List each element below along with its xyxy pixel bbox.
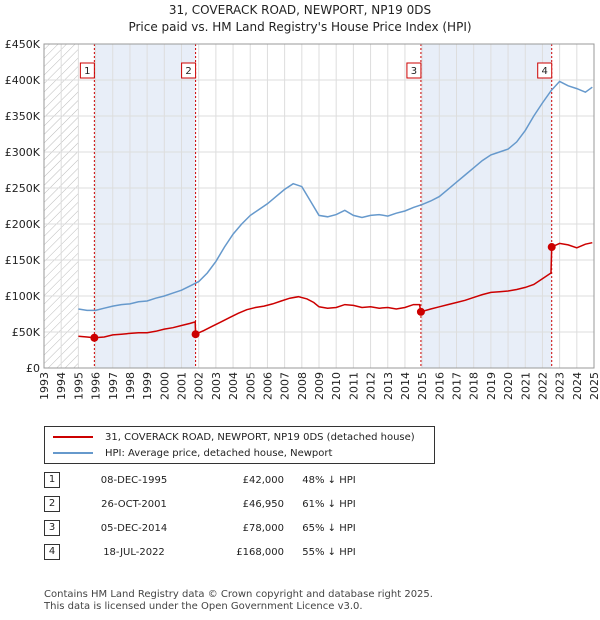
legend-item-hpi: HPI: Average price, detached house, Newp… — [53, 446, 332, 460]
sale-price: £46,950 — [242, 498, 284, 510]
x-tick-label: 1994 — [55, 372, 68, 400]
sale-price: £78,000 — [242, 522, 284, 534]
x-tick-label: 2017 — [451, 372, 464, 400]
sale-box-frame — [537, 62, 553, 79]
y-tick-label: £200K — [5, 218, 41, 231]
legend-item-property: 31, COVERACK ROAD, NEWPORT, NP19 0DS (de… — [53, 430, 415, 444]
footer: Contains HM Land Registry data © Crown c… — [44, 589, 433, 613]
property-price-line — [78, 241, 593, 339]
chart-subtitle: Price paid vs. HM Land Registry's House … — [128, 20, 472, 34]
x-tick-label: 1998 — [124, 372, 137, 400]
x-tick-label: 2015 — [416, 372, 429, 400]
sale-number-box: 3 — [406, 62, 422, 79]
x-tick-label: 2013 — [382, 372, 395, 400]
sale-point — [547, 243, 556, 252]
x-tick-label: 2005 — [244, 372, 257, 400]
x-tick-label: 2000 — [158, 372, 171, 400]
x-tick-label: 2004 — [227, 372, 240, 400]
y-tick-label: £450K — [5, 38, 41, 51]
sale-date: 26-OCT-2001 — [101, 498, 167, 510]
y-tick-label: £300K — [5, 146, 41, 159]
x-tick-label: 2019 — [485, 372, 498, 400]
sale-number: 4 — [44, 544, 60, 560]
sale-box-frame — [181, 62, 197, 79]
x-tick-label: 2014 — [399, 372, 412, 400]
table-row: 3 05-DEC-2014 £78,000 65% ↓ HPI — [44, 516, 374, 540]
x-tick-label: 1999 — [141, 372, 154, 400]
table-row: 2 26-OCT-2001 £46,950 61% ↓ HPI — [44, 492, 374, 516]
y-tick-label: £150K — [5, 254, 41, 267]
x-tick-label: 2008 — [296, 372, 309, 400]
sale-price: £168,000 — [236, 546, 284, 558]
sale-price: £42,000 — [242, 474, 284, 486]
sale-box-frame — [406, 62, 422, 79]
x-tick-label: 2020 — [502, 372, 515, 400]
x-tick-label: 2024 — [571, 372, 584, 400]
x-tick-label: 2007 — [279, 372, 292, 400]
table-row: 1 08-DEC-1995 £42,000 48% ↓ HPI — [44, 468, 374, 492]
chart-title: 31, COVERACK ROAD, NEWPORT, NP19 0DS — [168, 3, 432, 17]
sale-box-label: 1 — [84, 66, 90, 77]
x-tick-label: 2012 — [365, 372, 378, 400]
x-tick-label: 2010 — [330, 372, 343, 400]
ownership-band — [94, 44, 196, 368]
sale-date: 18-JUL-2022 — [103, 546, 165, 558]
y-tick-label: £350K — [5, 110, 41, 123]
sale-point — [191, 330, 200, 339]
sale-point — [416, 307, 425, 316]
ownership-band — [420, 44, 552, 368]
table-row: 4 18-JUL-2022 £168,000 55% ↓ HPI — [44, 540, 374, 564]
x-tick-label: 2002 — [193, 372, 206, 400]
sale-box-label: 3 — [411, 66, 417, 77]
x-tick-label: 2003 — [210, 372, 223, 400]
legend-swatch-hpi — [53, 452, 93, 454]
x-tick-label: 2001 — [176, 372, 189, 400]
sale-hpi-diff: 48% ↓ HPI — [302, 474, 356, 486]
hpi-line — [78, 80, 593, 312]
sale-box-label: 4 — [542, 66, 548, 77]
x-tick-label: 1993 — [38, 372, 51, 400]
price-chart: 1 2 3 4 £0 £50K £100K £150K £200K £250K £300K £350… — [5, 38, 600, 400]
x-tick-label: 1996 — [90, 372, 103, 400]
sale-hpi-diff: 55% ↓ HPI — [302, 546, 356, 558]
x-tick-label: 2025 — [588, 372, 600, 400]
x-tick-label: 2016 — [433, 372, 446, 400]
y-tick-label: £100K — [5, 290, 41, 303]
x-tick-label: 2006 — [261, 372, 274, 400]
x-tick-label: 2011 — [347, 372, 360, 400]
legend-label-property: 31, COVERACK ROAD, NEWPORT, NP19 0DS (de… — [105, 431, 415, 443]
x-tick-label: 2022 — [536, 372, 549, 400]
plot-frame — [43, 43, 595, 369]
x-tick-label: 2023 — [554, 372, 567, 400]
sale-date: 05-DEC-2014 — [100, 522, 168, 534]
sale-hpi-diff: 61% ↓ HPI — [302, 498, 356, 510]
sale-point — [90, 333, 99, 342]
sale-box-frame — [79, 62, 95, 79]
footer-line-2: This data is licensed under the Open Gov… — [44, 601, 363, 612]
y-tick-label: £50K — [12, 326, 41, 339]
y-tick-label: £400K — [5, 74, 41, 87]
sale-number-box: 2 — [181, 62, 197, 79]
sale-number: 2 — [44, 496, 60, 512]
y-tick-label: £250K — [5, 182, 41, 195]
x-tick-label: 2018 — [468, 372, 481, 400]
sale-number-box: 1 — [79, 62, 95, 79]
sale-number: 3 — [44, 520, 60, 536]
legend-swatch-property — [53, 436, 93, 438]
x-tick-label: 2009 — [313, 372, 326, 400]
sale-box-label: 2 — [185, 66, 191, 77]
legend: 31, COVERACK ROAD, NEWPORT, NP19 0DS (de… — [44, 426, 435, 464]
x-tick-label: 1997 — [107, 372, 120, 400]
sale-number: 1 — [44, 472, 60, 488]
sale-hpi-diff: 65% ↓ HPI — [302, 522, 356, 534]
sale-date: 08-DEC-1995 — [100, 474, 168, 486]
sale-number-box: 4 — [537, 62, 553, 79]
x-tick-label: 1995 — [72, 372, 85, 400]
sales-table: 1 08-DEC-1995 £42,000 48% ↓ HPI 2 26-OCT… — [44, 468, 374, 564]
x-tick-label: 2021 — [519, 372, 532, 400]
y-tick-label: £0 — [26, 362, 40, 375]
legend-label-hpi: HPI: Average price, detached house, Newp… — [105, 447, 333, 459]
footer-line-1: Contains HM Land Registry data © Crown c… — [44, 589, 433, 600]
